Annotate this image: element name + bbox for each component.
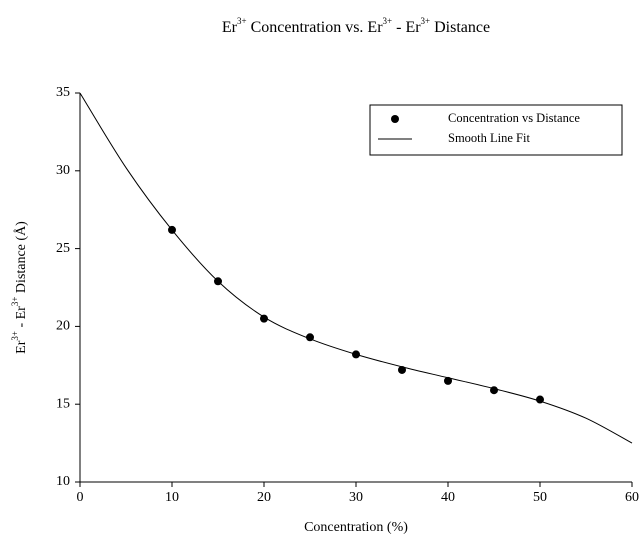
data-point bbox=[260, 314, 268, 323]
y-tick-label: 20 bbox=[56, 319, 70, 334]
legend-symbol bbox=[391, 115, 399, 123]
y-tick-label: 35 bbox=[56, 85, 70, 100]
text-part: Concentration vs. Er bbox=[247, 19, 384, 36]
superscript: 3+ bbox=[237, 16, 247, 26]
x-tick-label: 50 bbox=[533, 490, 547, 505]
legend-label: Concentration vs Distance bbox=[448, 111, 580, 125]
superscript: 3+ bbox=[10, 331, 20, 341]
y-axis-label: Er3+ - Er3+ Distance (Å) bbox=[10, 221, 29, 354]
y-tick-label: 15 bbox=[56, 396, 70, 411]
x-tick-label: 0 bbox=[77, 490, 84, 505]
y-tick-label: 10 bbox=[56, 474, 70, 489]
x-axis-label: Concentration (%) bbox=[304, 520, 408, 535]
text-part: - Er bbox=[14, 306, 29, 331]
text-part: Er bbox=[222, 19, 238, 36]
x-tick-label: 30 bbox=[349, 490, 363, 505]
text-part: - Er bbox=[392, 19, 421, 36]
superscript: 3+ bbox=[383, 16, 393, 26]
legend-label: Smooth Line Fit bbox=[448, 131, 530, 145]
y-tick-label: 30 bbox=[56, 163, 70, 178]
text-part: Distance (Å) bbox=[13, 221, 29, 297]
fit-line bbox=[79, 92, 633, 444]
text-part: Distance bbox=[430, 19, 490, 36]
data-point bbox=[490, 386, 498, 395]
text-part: Er bbox=[14, 340, 29, 354]
x-tick-label: 60 bbox=[625, 490, 639, 505]
x-tick-label: 20 bbox=[257, 490, 271, 505]
data-point bbox=[444, 376, 452, 385]
legend-box bbox=[369, 104, 623, 156]
superscript: 3+ bbox=[421, 16, 431, 26]
chart-title: Er3+ Concentration vs. Er3+ - Er3+ Dista… bbox=[222, 16, 490, 36]
x-tick-label: 10 bbox=[165, 490, 179, 505]
superscript: 3+ bbox=[10, 297, 20, 307]
data-point bbox=[398, 365, 406, 374]
y-tick-label: 25 bbox=[56, 241, 70, 256]
x-tick-label: 40 bbox=[441, 490, 455, 505]
